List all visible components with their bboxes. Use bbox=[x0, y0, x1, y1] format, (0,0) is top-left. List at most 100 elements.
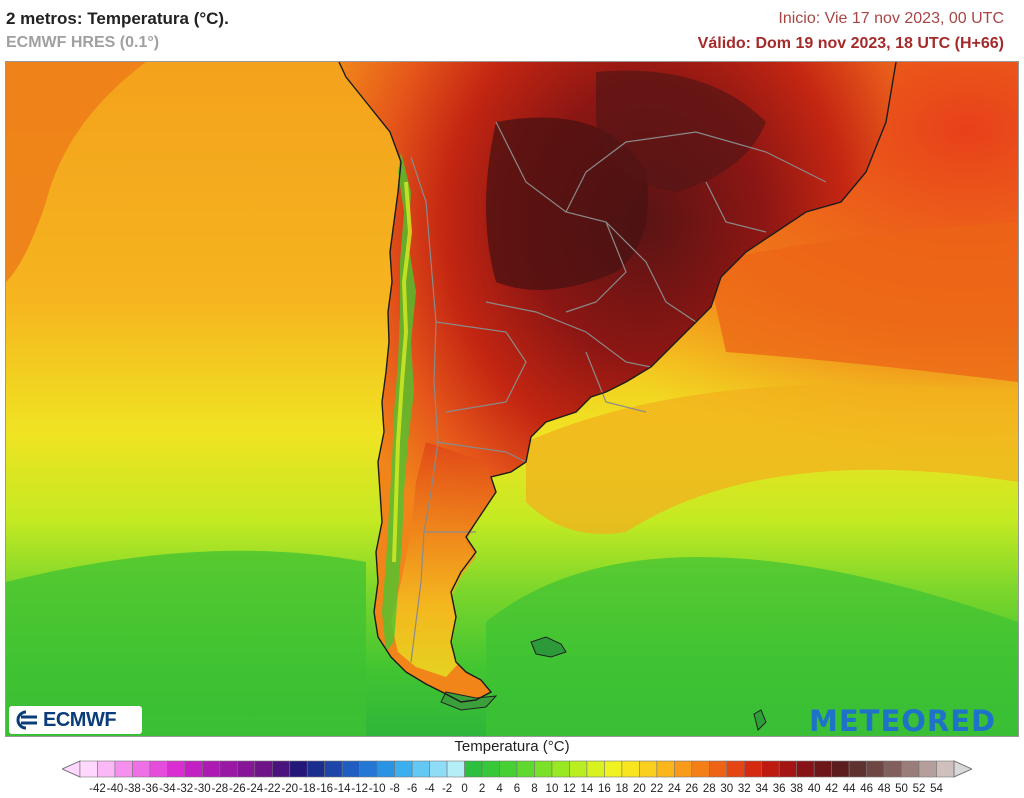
legend-swatch bbox=[341, 760, 360, 778]
legend-swatch bbox=[184, 760, 203, 778]
legend-swatch bbox=[621, 760, 640, 778]
andes-ridge bbox=[392, 181, 413, 563]
legend-swatch bbox=[691, 760, 710, 778]
legend-tick-label: -18 bbox=[298, 783, 316, 795]
ecmwf-logo-icon bbox=[16, 710, 37, 730]
patagonia-cool-zone bbox=[391, 442, 496, 677]
legend-swatch bbox=[551, 760, 570, 778]
legend-tick-label: -28 bbox=[211, 783, 229, 795]
legend-tick-label: -6 bbox=[406, 783, 418, 795]
legend-tick-label: -2 bbox=[441, 783, 453, 795]
legend-tick-label: -24 bbox=[246, 783, 264, 795]
legend-arrow-right bbox=[953, 760, 972, 778]
legend-swatch bbox=[237, 760, 256, 778]
pacific-warm-band bbox=[6, 62, 146, 282]
legend-tick-label: 26 bbox=[685, 783, 699, 795]
legend-tick-label: 36 bbox=[772, 783, 786, 795]
legend-tick-label: 44 bbox=[842, 783, 856, 795]
model-name: ECMWF HRES (0.1°) bbox=[6, 34, 160, 51]
legend-swatch bbox=[359, 760, 378, 778]
map-title: 2 metros: Temperatura (°C). bbox=[6, 9, 229, 28]
legend-tick-label: 30 bbox=[720, 783, 734, 795]
legend-swatch bbox=[726, 760, 745, 778]
legend-tick-label: 50 bbox=[895, 783, 908, 795]
legend-swatch bbox=[708, 760, 728, 778]
legend-swatch bbox=[376, 760, 395, 778]
legend-tick-label: -20 bbox=[281, 783, 299, 795]
legend-swatch bbox=[569, 760, 588, 778]
ecmwf-logo: ECMWF bbox=[9, 706, 142, 734]
country-borders bbox=[410, 121, 827, 663]
legend-swatch bbox=[97, 760, 116, 778]
legend-swatch bbox=[481, 760, 500, 778]
legend-tick-label: 54 bbox=[930, 783, 943, 795]
legend-tick-label: 0 bbox=[461, 783, 468, 795]
legend-tick-label: -14 bbox=[333, 783, 351, 795]
legend-swatch bbox=[778, 760, 797, 778]
atlantic-warm-tongue bbox=[526, 383, 1018, 534]
legend-swatch bbox=[656, 760, 675, 778]
legend-title: Temperatura (°C) bbox=[454, 738, 570, 755]
legend-swatch bbox=[796, 760, 815, 778]
legend-tick-label: -32 bbox=[176, 783, 194, 795]
legend-tick-label: -38 bbox=[124, 783, 141, 795]
legend-tick-label: 16 bbox=[597, 783, 611, 795]
init-time: Inicio: Vie 17 nov 2023, 00 UTC bbox=[778, 10, 1004, 27]
ecmwf-logo-text: ECMWF bbox=[43, 708, 117, 731]
legend-tick-label: 52 bbox=[912, 783, 926, 795]
legend-swatch bbox=[464, 760, 483, 778]
legend-tick-label: 42 bbox=[825, 783, 839, 795]
legend-tick-label: 20 bbox=[632, 783, 646, 795]
brazil-heat-core bbox=[596, 70, 766, 192]
legend-tick-label: 4 bbox=[496, 783, 503, 795]
south-georgia-island bbox=[753, 709, 767, 731]
legend-tick-label: 28 bbox=[702, 783, 716, 795]
legend-swatch bbox=[604, 760, 623, 778]
legend-tick-label: -10 bbox=[368, 783, 386, 795]
legend-tick-label: 22 bbox=[650, 783, 664, 795]
legend-tick-label: 40 bbox=[807, 783, 821, 795]
south-america-land bbox=[339, 62, 896, 702]
atlantic-hot-zone bbox=[706, 222, 1018, 382]
legend-swatch bbox=[254, 760, 273, 778]
legend-swatch bbox=[429, 760, 448, 778]
legend-swatch bbox=[499, 760, 518, 778]
legend-swatch bbox=[743, 760, 763, 778]
legend-tick-label: 24 bbox=[667, 783, 681, 795]
legend-tick-label: 2 bbox=[478, 783, 486, 795]
legend-swatch bbox=[883, 760, 902, 778]
legend-swatch bbox=[446, 760, 465, 778]
legend-swatch bbox=[761, 760, 780, 778]
legend-tick-label: 48 bbox=[877, 783, 891, 795]
legend-swatch bbox=[918, 760, 937, 778]
legend-swatch bbox=[132, 760, 151, 778]
legend-tick-label: 8 bbox=[531, 783, 538, 795]
legend-swatch bbox=[813, 760, 832, 778]
legend-tick-label: -4 bbox=[424, 783, 435, 795]
legend-swatch bbox=[674, 760, 693, 778]
legend-swatch bbox=[516, 760, 535, 778]
color-legend bbox=[62, 760, 972, 778]
atlantic-green-belt bbox=[486, 557, 1018, 736]
legend-tick-label: 14 bbox=[580, 783, 594, 795]
legend-tick-label: 12 bbox=[563, 783, 576, 795]
legend-swatch bbox=[271, 760, 291, 778]
meteored-logo[interactable]: METEORED bbox=[809, 704, 997, 738]
legend-swatch bbox=[149, 760, 168, 778]
temperature-map[interactable] bbox=[5, 61, 1019, 737]
legend-swatch bbox=[901, 760, 920, 778]
legend-swatch bbox=[639, 760, 658, 778]
temperature-map-svg bbox=[6, 62, 1018, 736]
legend-swatch bbox=[219, 760, 238, 778]
legend-tick-label: -42 bbox=[89, 783, 106, 795]
legend-arrow-left bbox=[62, 760, 81, 778]
legend-swatch bbox=[534, 760, 553, 778]
legend-tick-label: -34 bbox=[159, 783, 176, 795]
legend-swatch bbox=[306, 760, 326, 778]
legend-swatch bbox=[324, 760, 343, 778]
legend-tick-label: -40 bbox=[106, 783, 124, 795]
legend-tick-label: 32 bbox=[737, 783, 751, 795]
legend-swatch bbox=[848, 760, 867, 778]
legend-tick-label: 34 bbox=[755, 783, 769, 795]
legend-swatch bbox=[831, 760, 850, 778]
